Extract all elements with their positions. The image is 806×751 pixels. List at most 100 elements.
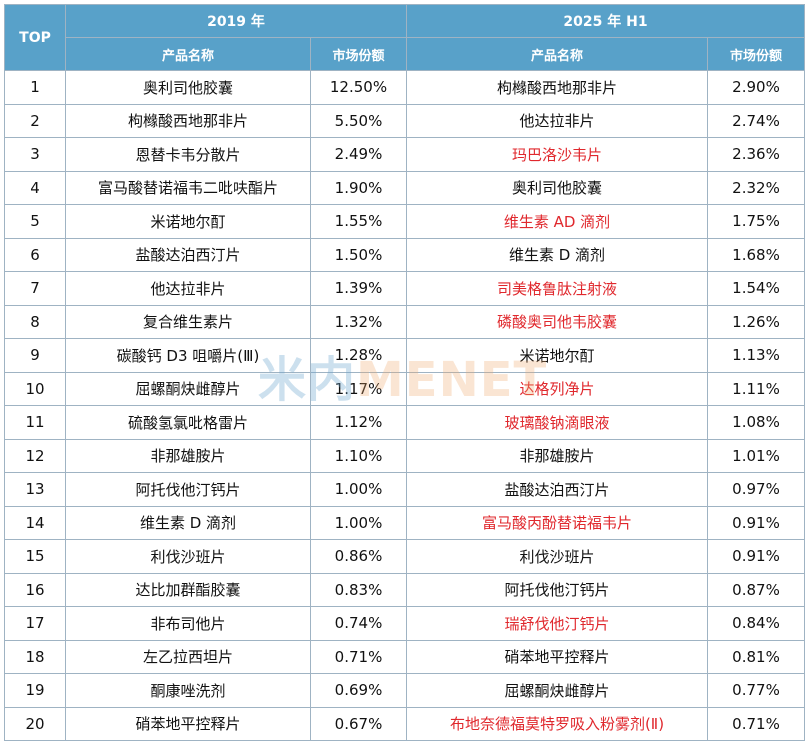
product-name-2025-cell: 达格列净片 bbox=[406, 371, 708, 406]
header-year-2025: 2025 年 H1 bbox=[405, 4, 806, 38]
header-product-name-2025: 产品名称 bbox=[406, 37, 708, 71]
table-row: 16 达比加群酯胶囊 0.83% 阿托伐他汀钙片 0.87% bbox=[4, 572, 806, 607]
table-row: 2 枸橼酸西地那非片 5.50% 他达拉非片 2.74% bbox=[4, 103, 806, 138]
market-share-2019-cell: 0.86% bbox=[310, 539, 407, 574]
rank-cell: 20 bbox=[4, 706, 66, 741]
market-share-2025-cell: 0.91% bbox=[706, 539, 806, 574]
product-name-2025-cell: 利伐沙班片 bbox=[406, 539, 708, 574]
market-share-2019-cell: 0.74% bbox=[310, 606, 407, 641]
rank-cell: 11 bbox=[4, 405, 66, 440]
rank-cell: 17 bbox=[4, 606, 66, 641]
product-name-2025-cell: 硝苯地平控释片 bbox=[406, 639, 708, 674]
rank-cell: 3 bbox=[4, 137, 66, 172]
market-share-2025-cell: 0.87% bbox=[706, 572, 806, 607]
product-name-2019-cell: 达比加群酯胶囊 bbox=[65, 572, 311, 607]
table-row: 6 盐酸达泊西汀片 1.50% 维生素 D 滴剂 1.68% bbox=[4, 237, 806, 272]
market-share-2019-cell: 1.00% bbox=[310, 505, 407, 540]
table-row: 17 非布司他片 0.74% 瑞舒伐他汀钙片 0.84% bbox=[4, 606, 806, 641]
product-name-2025-cell: 奥利司他胶囊 bbox=[406, 170, 708, 205]
market-share-2019-cell: 0.83% bbox=[310, 572, 407, 607]
rank-cell: 5 bbox=[4, 204, 66, 239]
market-share-2019-cell: 1.17% bbox=[310, 371, 407, 406]
product-name-2019-cell: 硝苯地平控释片 bbox=[65, 706, 311, 741]
market-share-2019-cell: 12.50% bbox=[310, 70, 407, 105]
table-row: 7 他达拉非片 1.39% 司美格鲁肽注射液 1.54% bbox=[4, 271, 806, 306]
market-share-2019-cell: 2.49% bbox=[310, 137, 407, 172]
market-share-2025-cell: 2.32% bbox=[706, 170, 806, 205]
rank-cell: 16 bbox=[4, 572, 66, 607]
table-body: 1 奥利司他胶囊 12.50% 枸橼酸西地那非片 2.90% 2 枸橼酸西地那非片 5.50%… bbox=[4, 70, 806, 741]
table-row: 12 非那雄胺片 1.10% 非那雄胺片 1.01% bbox=[4, 438, 806, 473]
market-share-2019-cell: 1.12% bbox=[310, 405, 407, 440]
product-name-2025-cell: 玻璃酸钠滴眼液 bbox=[406, 405, 708, 440]
product-name-2025-cell: 磷酸奥司他韦胶囊 bbox=[406, 304, 708, 339]
market-share-2025-cell: 1.68% bbox=[706, 237, 806, 272]
rank-cell: 9 bbox=[4, 338, 66, 373]
product-name-2019-cell: 富马酸替诺福韦二吡呋酯片 bbox=[65, 170, 311, 205]
product-name-2019-cell: 屈螺酮炔雌醇片 bbox=[65, 371, 311, 406]
table-row: 15 利伐沙班片 0.86% 利伐沙班片 0.91% bbox=[4, 539, 806, 574]
product-name-2019-cell: 米诺地尔酊 bbox=[65, 204, 311, 239]
rank-cell: 19 bbox=[4, 673, 66, 708]
product-name-2025-cell: 富马酸丙酚替诺福韦片 bbox=[406, 505, 708, 540]
rank-cell: 8 bbox=[4, 304, 66, 339]
rank-cell: 1 bbox=[4, 70, 66, 105]
market-share-2019-cell: 0.71% bbox=[310, 639, 407, 674]
product-name-2019-cell: 碳酸钙 D3 咀嚼片(Ⅲ) bbox=[65, 338, 311, 373]
market-share-2025-cell: 0.71% bbox=[706, 706, 806, 741]
table-row: 14 维生素 D 滴剂 1.00% 富马酸丙酚替诺福韦片 0.91% bbox=[4, 505, 806, 540]
product-name-2025-cell: 布地奈德福莫特罗吸入粉雾剂(Ⅱ) bbox=[406, 706, 708, 741]
rank-cell: 6 bbox=[4, 237, 66, 272]
rank-cell: 14 bbox=[4, 505, 66, 540]
market-share-2025-cell: 1.75% bbox=[706, 204, 806, 239]
market-share-2025-cell: 0.81% bbox=[706, 639, 806, 674]
market-share-2019-cell: 0.69% bbox=[310, 673, 407, 708]
market-share-2019-cell: 1.39% bbox=[310, 271, 407, 306]
product-name-2025-cell: 枸橼酸西地那非片 bbox=[406, 70, 708, 105]
rank-cell: 2 bbox=[4, 103, 66, 138]
market-share-2025-cell: 1.13% bbox=[706, 338, 806, 373]
product-name-2025-cell: 瑞舒伐他汀钙片 bbox=[406, 606, 708, 641]
rank-cell: 15 bbox=[4, 539, 66, 574]
product-name-2025-cell: 司美格鲁肽注射液 bbox=[406, 271, 708, 306]
market-share-2019-cell: 1.10% bbox=[310, 438, 407, 473]
market-share-2025-cell: 2.36% bbox=[706, 137, 806, 172]
table-row: 18 左乙拉西坦片 0.71% 硝苯地平控释片 0.81% bbox=[4, 639, 806, 674]
product-name-2019-cell: 奥利司他胶囊 bbox=[65, 70, 311, 105]
market-share-2019-cell: 0.67% bbox=[310, 706, 407, 741]
product-name-2019-cell: 非布司他片 bbox=[65, 606, 311, 641]
table-row: 19 酮康唑洗剂 0.69% 屈螺酮炔雌醇片 0.77% bbox=[4, 673, 806, 708]
table-row: 9 碳酸钙 D3 咀嚼片(Ⅲ) 1.28% 米诺地尔酊 1.13% bbox=[4, 338, 806, 373]
product-name-2025-cell: 维生素 AD 滴剂 bbox=[406, 204, 708, 239]
market-share-2025-cell: 1.54% bbox=[706, 271, 806, 306]
table-row: 10 屈螺酮炔雌醇片 1.17% 达格列净片 1.11% bbox=[4, 371, 806, 406]
product-name-2025-cell: 维生素 D 滴剂 bbox=[406, 237, 708, 272]
header-market-share-2019: 市场份额 bbox=[310, 37, 407, 71]
header-product-name-2019: 产品名称 bbox=[65, 37, 311, 71]
product-name-2019-cell: 维生素 D 滴剂 bbox=[65, 505, 311, 540]
product-name-2019-cell: 左乙拉西坦片 bbox=[65, 639, 311, 674]
product-name-2019-cell: 复合维生素片 bbox=[65, 304, 311, 339]
market-share-2025-cell: 2.74% bbox=[706, 103, 806, 138]
market-share-2019-cell: 1.28% bbox=[310, 338, 407, 373]
rank-cell: 10 bbox=[4, 371, 66, 406]
product-name-2019-cell: 盐酸达泊西汀片 bbox=[65, 237, 311, 272]
market-share-2019-cell: 1.32% bbox=[310, 304, 407, 339]
product-name-2019-cell: 非那雄胺片 bbox=[65, 438, 311, 473]
rank-cell: 4 bbox=[4, 170, 66, 205]
product-name-2025-cell: 阿托伐他汀钙片 bbox=[406, 572, 708, 607]
product-name-2025-cell: 他达拉非片 bbox=[406, 103, 708, 138]
market-share-2019-cell: 1.00% bbox=[310, 472, 407, 507]
product-name-2025-cell: 盐酸达泊西汀片 bbox=[406, 472, 708, 507]
market-share-2025-cell: 0.91% bbox=[706, 505, 806, 540]
table-row: 11 硫酸氢氯吡格雷片 1.12% 玻璃酸钠滴眼液 1.08% bbox=[4, 405, 806, 440]
market-share-2025-cell: 0.84% bbox=[706, 606, 806, 641]
product-name-2019-cell: 酮康唑洗剂 bbox=[65, 673, 311, 708]
table-row: 1 奥利司他胶囊 12.50% 枸橼酸西地那非片 2.90% bbox=[4, 70, 806, 105]
header-top: TOP bbox=[4, 4, 66, 71]
product-name-2025-cell: 米诺地尔酊 bbox=[406, 338, 708, 373]
table-header: TOP 2019 年 2025 年 H1 产品名称 市场份额 产品名称 市场份额 bbox=[4, 4, 806, 71]
product-name-2019-cell: 阿托伐他汀钙片 bbox=[65, 472, 311, 507]
product-name-2019-cell: 硫酸氢氯吡格雷片 bbox=[65, 405, 311, 440]
